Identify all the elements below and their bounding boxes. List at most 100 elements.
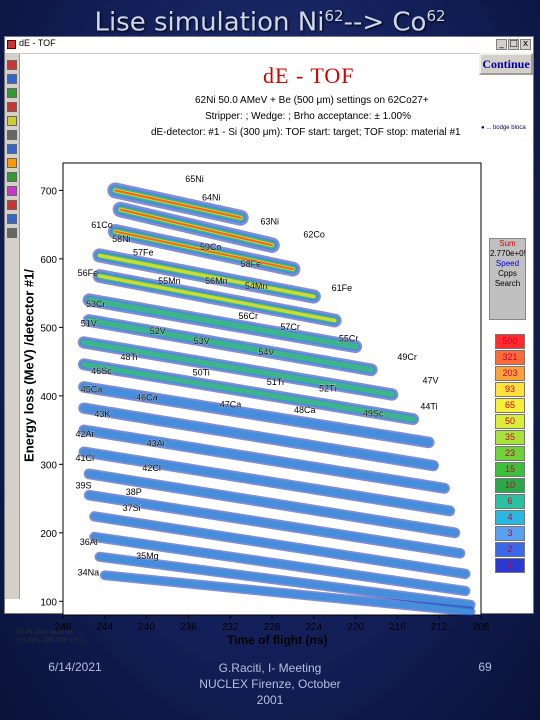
isotope-label: 51Ti: [267, 377, 284, 387]
isotope-label: 54Mn: [245, 281, 268, 291]
x-tick-label: 208: [473, 622, 489, 633]
triangle-icon[interactable]: [7, 144, 17, 154]
isotope-label: 62Co: [303, 230, 325, 240]
footer-line-3: 2001: [256, 693, 284, 707]
color-scale-cell: 6: [495, 494, 525, 509]
isotope-label: 49Cr: [397, 352, 417, 362]
isotope-band: [79, 404, 438, 470]
chart-heading: dE - TOF: [263, 63, 355, 88]
isotope-band: [85, 491, 464, 558]
grid-icon[interactable]: [7, 172, 17, 182]
window-titlebar: dE - TOF _ □ x: [5, 37, 533, 54]
isotope-label: 59Co: [200, 242, 222, 252]
print-icon[interactable]: [7, 74, 17, 84]
isotope-label: 56Mn: [205, 276, 228, 286]
isotope-label: 53Cr: [86, 299, 106, 309]
search-label[interactable]: Search: [494, 279, 521, 288]
close-x-icon[interactable]: [7, 102, 17, 112]
isotope-label: 43Ar: [147, 439, 166, 449]
settings-icon[interactable]: [7, 116, 17, 126]
color-scale-cell: 203: [495, 366, 525, 381]
slide-title: Lise simulation Ni62--> Co62: [0, 0, 540, 38]
reaction-info: 62Ni 50.0 AMeV + Be (500 μm) settings on…: [195, 95, 429, 106]
color-scale-cell: 93: [495, 382, 525, 397]
plot-icon[interactable]: [7, 214, 17, 224]
x-tick-label: 220: [347, 622, 364, 633]
isotope-label: 45Ca: [81, 384, 103, 394]
left-toolbar: [5, 54, 20, 599]
isotope-label: 49Sc: [363, 408, 384, 418]
y-tick-label: 700: [40, 186, 57, 197]
stamp-date: 07-06-2001 14:22:16: [17, 630, 73, 636]
minimize-button[interactable]: _: [496, 39, 507, 50]
save-icon[interactable]: [7, 60, 17, 70]
y-tick-label: 500: [40, 323, 57, 334]
color-scale-cell: 50: [495, 414, 525, 429]
color-icon[interactable]: [7, 158, 17, 168]
isotope-band: [114, 189, 242, 219]
x-tick-label: 248: [55, 622, 72, 633]
color-scale-cell: 3: [495, 526, 525, 541]
slide-title-sup-1: 62: [324, 7, 344, 25]
info-icon[interactable]: [7, 186, 17, 196]
isotope-label: 46Ca: [136, 393, 158, 403]
x-tick-label: 224: [305, 622, 322, 633]
y-tick-label: 200: [40, 529, 57, 540]
statistics-panel: Sum 2.770e+05 Speed Cpps Search: [489, 238, 526, 320]
stamp-path: F:\LISE\...\DE-TOF 1.0 C...: [17, 638, 89, 644]
y-tick-label: 100: [40, 597, 57, 608]
isotope-label: 46Sc: [91, 366, 112, 376]
isotope-label: 58Ni: [112, 234, 131, 244]
close-button[interactable]: x: [520, 39, 531, 50]
speed-label[interactable]: Speed: [495, 259, 520, 268]
isotope-label: 63Ni: [261, 217, 280, 227]
x-tick-label: 216: [389, 622, 406, 633]
isotope-label: 57Fe: [133, 247, 154, 257]
isotope-label: 56Fe: [78, 268, 99, 278]
maximize-button[interactable]: □: [508, 39, 519, 50]
isotope-label: 56Cr: [239, 311, 259, 321]
color-scale-cell: 10: [495, 478, 525, 493]
isotope-label: 39S: [76, 480, 92, 490]
stripper-info: Stripper: ; Wedge: ; Brho acceptance: ± …: [205, 111, 411, 122]
continue-button[interactable]: Continue: [479, 53, 533, 75]
color-scale-cell: 35: [495, 430, 525, 445]
isotope-label: 41Cl: [76, 453, 95, 463]
footer-line-2: NUCLEX Firenze, October: [199, 677, 341, 691]
isotope-label: 52Ti: [319, 384, 336, 394]
footer-page-number: 69: [478, 660, 492, 674]
isotope-label: 47V: [422, 376, 438, 386]
options-icon[interactable]: [7, 228, 17, 238]
rate-label: Cpps: [498, 269, 517, 278]
de-tof-plot: 65Ni 64Ni 63Ni 62Co 61Co 58Ni 59Co 57Fe 58Fe 56Fe…: [40, 162, 489, 633]
isotope-band: [80, 426, 449, 493]
slide-title-main: Lise simulation Ni: [94, 7, 325, 38]
isotope-label: 51V: [81, 319, 97, 329]
footer-center: G.Raciti, I- Meeting NUCLEX Firenze, Oct…: [170, 660, 370, 708]
x-tick-label: 236: [180, 622, 197, 633]
color-scale-cell: 65: [495, 398, 525, 413]
color-scale: 500 321 203 93 65 50 35 23 15 10 6 4 3 2 1: [495, 334, 525, 574]
isotope-band: [81, 339, 395, 398]
color-scale-cell: 4: [495, 510, 525, 525]
isotope-label: 65Ni: [185, 174, 204, 184]
isotope-label: 42Ar: [76, 429, 95, 439]
list-icon[interactable]: [7, 130, 17, 140]
slide-title-mid: --> Co: [343, 7, 427, 38]
isotope-label: 64Ni: [202, 193, 221, 203]
x-tick-label: 232: [222, 622, 239, 633]
app-icon: [7, 40, 16, 49]
isotope-band: [96, 553, 475, 609]
color-scale-cell: 15: [495, 462, 525, 477]
color-scale-cell: 500: [495, 334, 525, 349]
slide-title-sup-2: 62: [426, 7, 446, 25]
isotope-band: [97, 274, 337, 323]
x-axis-label: Time of flight (ns): [227, 633, 328, 647]
detector-info: dE-detector: #1 - Si (300 μm): TOF start…: [151, 127, 461, 138]
isotope-label: 47Ca: [220, 399, 242, 409]
target-icon[interactable]: [7, 200, 17, 210]
isotope-band: [80, 448, 454, 515]
zoom-icon[interactable]: [7, 88, 17, 98]
sum-value: 2.770e+05: [490, 249, 525, 258]
lise-plot-window: dE - TOF _ □ x Continue dE - TOF 62Ni 50…: [4, 36, 534, 647]
